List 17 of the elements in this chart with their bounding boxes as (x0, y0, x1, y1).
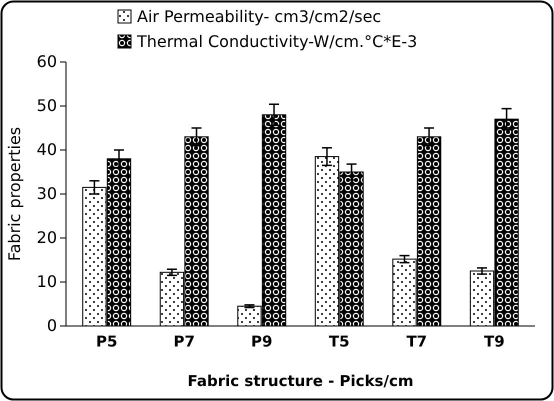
x-tick-label: T7 (406, 332, 428, 351)
x-tick-label: P7 (174, 332, 195, 351)
y-tick-label: 20 (36, 228, 57, 248)
x-tick-label: T5 (328, 332, 350, 351)
y-tick-label: 50 (36, 96, 57, 116)
y-axis-title: Fabric properties (5, 126, 24, 262)
legend-label: Air Permeability- cm3/cm2/sec (137, 7, 382, 26)
y-tick-label: 0 (46, 316, 57, 336)
legend-label: Thermal Conductivity-W/cm.°C*E-3 (136, 32, 418, 51)
y-tick-label: 40 (36, 140, 57, 160)
x-tick-label: P9 (251, 332, 272, 351)
y-tick-label: 10 (36, 272, 57, 292)
y-tick-label: 60 (36, 52, 57, 72)
y-tick-label: 30 (36, 184, 57, 204)
x-tick-label: P5 (96, 332, 118, 351)
x-tick-label: T9 (484, 332, 505, 351)
x-axis-title: Fabric structure - Picks/cm (188, 372, 414, 390)
